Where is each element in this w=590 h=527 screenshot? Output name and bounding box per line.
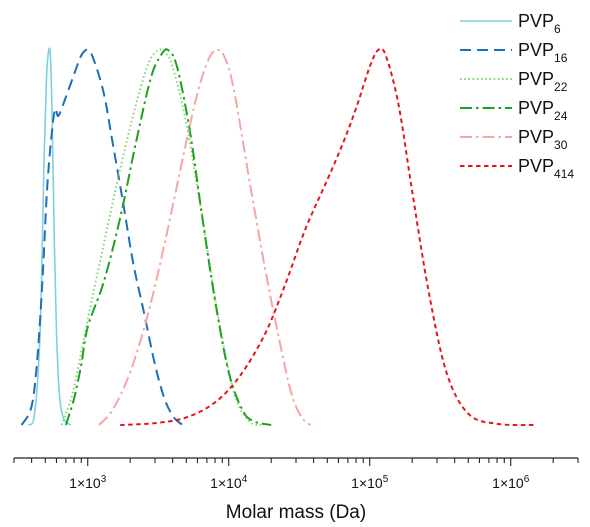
x-tick-label: 1×104	[210, 474, 248, 491]
legend-label: PVP6	[518, 11, 561, 36]
legend-label: PVP22	[518, 69, 568, 94]
legend-label: PVP414	[518, 156, 574, 181]
series-line-pvp24	[64, 48, 272, 426]
series-line-pvp6	[27, 47, 72, 426]
legend-label: PVP24	[518, 98, 568, 123]
legend-item-pvp24: PVP24	[460, 98, 568, 123]
series-line-pvp16	[20, 48, 187, 426]
legend-item-pvp22: PVP22	[460, 69, 568, 94]
legend-label: PVP30	[518, 127, 568, 152]
plot-area	[20, 47, 536, 427]
x-tick-label: 1×105	[351, 474, 389, 491]
x-axis: 1×103 1×104 1×105 1×106	[13, 457, 579, 491]
legend-item-pvp16: PVP16	[460, 40, 568, 65]
legend-item-pvp30: PVP30	[460, 127, 568, 152]
x-tick-label: 1×106	[492, 474, 530, 491]
legend-label: PVP16	[518, 40, 568, 65]
x-tick-label: 1×103	[69, 474, 107, 491]
legend: PVP6 PVP16 PVP22 PVP24 PVP30 PVP414	[460, 11, 574, 181]
series-line-pvp414	[120, 47, 536, 427]
legend-item-pvp414: PVP414	[460, 156, 574, 181]
series-line-pvp30	[98, 48, 312, 426]
x-axis-label: Molar mass (Da)	[226, 502, 366, 523]
series-line-pvp22	[60, 48, 262, 426]
legend-item-pvp6: PVP6	[460, 11, 561, 36]
